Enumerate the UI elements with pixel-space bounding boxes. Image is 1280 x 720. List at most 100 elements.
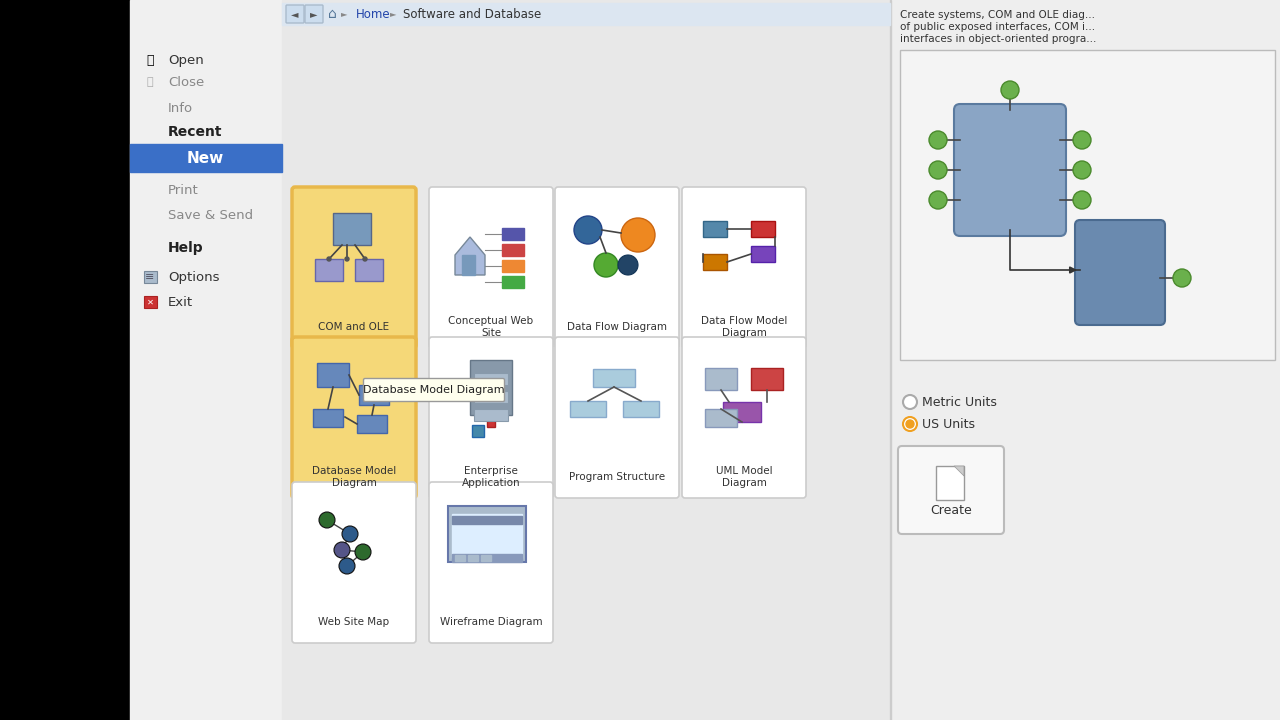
Text: Data Flow Diagram: Data Flow Diagram xyxy=(567,322,667,332)
Text: ►: ► xyxy=(389,9,397,19)
Circle shape xyxy=(1001,81,1019,99)
Bar xyxy=(900,50,1275,360)
FancyBboxPatch shape xyxy=(429,337,553,498)
Text: Info: Info xyxy=(168,102,193,114)
Bar xyxy=(751,221,774,237)
Circle shape xyxy=(334,542,349,558)
Bar xyxy=(723,402,762,422)
Bar xyxy=(705,409,737,427)
Text: Create systems, COM and OLE diag...: Create systems, COM and OLE diag... xyxy=(900,10,1094,20)
Bar xyxy=(474,391,508,403)
Text: 📁: 📁 xyxy=(146,53,154,66)
FancyBboxPatch shape xyxy=(429,482,553,643)
Polygon shape xyxy=(454,237,485,275)
Bar xyxy=(315,259,343,281)
Text: ⌂: ⌂ xyxy=(328,7,337,21)
Circle shape xyxy=(319,512,335,528)
Bar xyxy=(333,213,371,245)
Bar xyxy=(705,368,737,390)
Text: Software and Database: Software and Database xyxy=(403,7,541,20)
FancyBboxPatch shape xyxy=(556,187,678,348)
Text: Recent: Recent xyxy=(168,125,223,139)
FancyBboxPatch shape xyxy=(954,104,1066,236)
Text: US Units: US Units xyxy=(922,418,975,431)
Text: Open: Open xyxy=(168,53,204,66)
Bar xyxy=(357,415,387,433)
Text: Program Structure: Program Structure xyxy=(568,472,666,482)
Text: Enterprise
Application: Enterprise Application xyxy=(462,467,520,488)
Bar xyxy=(131,0,282,720)
Circle shape xyxy=(594,253,618,277)
Bar xyxy=(468,555,477,561)
Bar xyxy=(570,401,605,417)
Text: COM and OLE: COM and OLE xyxy=(319,322,389,332)
Bar xyxy=(474,409,508,421)
Bar xyxy=(452,516,522,524)
FancyBboxPatch shape xyxy=(682,337,806,498)
Bar xyxy=(593,369,635,387)
Text: Close: Close xyxy=(168,76,205,89)
Bar xyxy=(317,363,349,387)
Bar xyxy=(314,409,343,427)
Bar xyxy=(502,276,524,288)
Bar xyxy=(145,271,157,283)
Text: Metric Units: Metric Units xyxy=(922,395,997,408)
Text: Options: Options xyxy=(168,271,219,284)
Circle shape xyxy=(1073,131,1091,149)
Polygon shape xyxy=(274,148,282,168)
Bar xyxy=(502,244,524,256)
FancyBboxPatch shape xyxy=(305,5,323,23)
Bar xyxy=(890,0,1280,720)
Circle shape xyxy=(573,216,602,244)
Circle shape xyxy=(1073,161,1091,179)
Bar xyxy=(145,296,157,308)
Circle shape xyxy=(1172,269,1190,287)
Circle shape xyxy=(342,526,358,542)
Bar xyxy=(452,514,522,558)
Circle shape xyxy=(355,544,371,560)
FancyBboxPatch shape xyxy=(556,337,678,498)
Text: ✕: ✕ xyxy=(146,297,154,307)
Text: New: New xyxy=(187,150,224,166)
Bar xyxy=(751,246,774,262)
Bar xyxy=(502,228,524,240)
Bar xyxy=(282,3,890,25)
Text: interfaces in object-oriented progra...: interfaces in object-oriented progra... xyxy=(900,34,1097,44)
Text: Exit: Exit xyxy=(168,295,193,308)
FancyBboxPatch shape xyxy=(899,446,1004,534)
Bar xyxy=(751,368,783,390)
Circle shape xyxy=(906,420,914,428)
Bar xyxy=(472,425,484,437)
Bar xyxy=(282,0,1062,720)
Bar xyxy=(131,144,282,172)
Text: Help: Help xyxy=(168,241,204,255)
Circle shape xyxy=(902,395,916,409)
Bar xyxy=(481,555,492,561)
Circle shape xyxy=(1073,191,1091,209)
Text: ≡: ≡ xyxy=(146,272,155,282)
Bar xyxy=(703,221,727,237)
Bar xyxy=(355,259,383,281)
Circle shape xyxy=(618,255,637,275)
Text: UML Model
Diagram: UML Model Diagram xyxy=(716,467,772,488)
Bar xyxy=(486,415,495,427)
Bar xyxy=(502,260,524,272)
Text: Print: Print xyxy=(168,184,198,197)
Text: Web Site Map: Web Site Map xyxy=(319,617,389,627)
Bar xyxy=(448,506,526,562)
Text: ►: ► xyxy=(340,9,347,19)
Circle shape xyxy=(364,257,367,261)
Circle shape xyxy=(621,218,655,252)
Bar xyxy=(462,255,475,275)
FancyBboxPatch shape xyxy=(364,379,504,402)
Bar xyxy=(703,254,727,270)
Text: Conceptual Web
Site: Conceptual Web Site xyxy=(448,316,534,338)
Bar xyxy=(474,373,508,385)
Bar xyxy=(470,360,512,415)
Circle shape xyxy=(929,131,947,149)
Circle shape xyxy=(929,191,947,209)
Circle shape xyxy=(326,257,332,261)
Text: of public exposed interfaces, COM i...: of public exposed interfaces, COM i... xyxy=(900,22,1096,32)
Text: Database Model
Diagram: Database Model Diagram xyxy=(312,467,396,488)
Circle shape xyxy=(339,558,355,574)
